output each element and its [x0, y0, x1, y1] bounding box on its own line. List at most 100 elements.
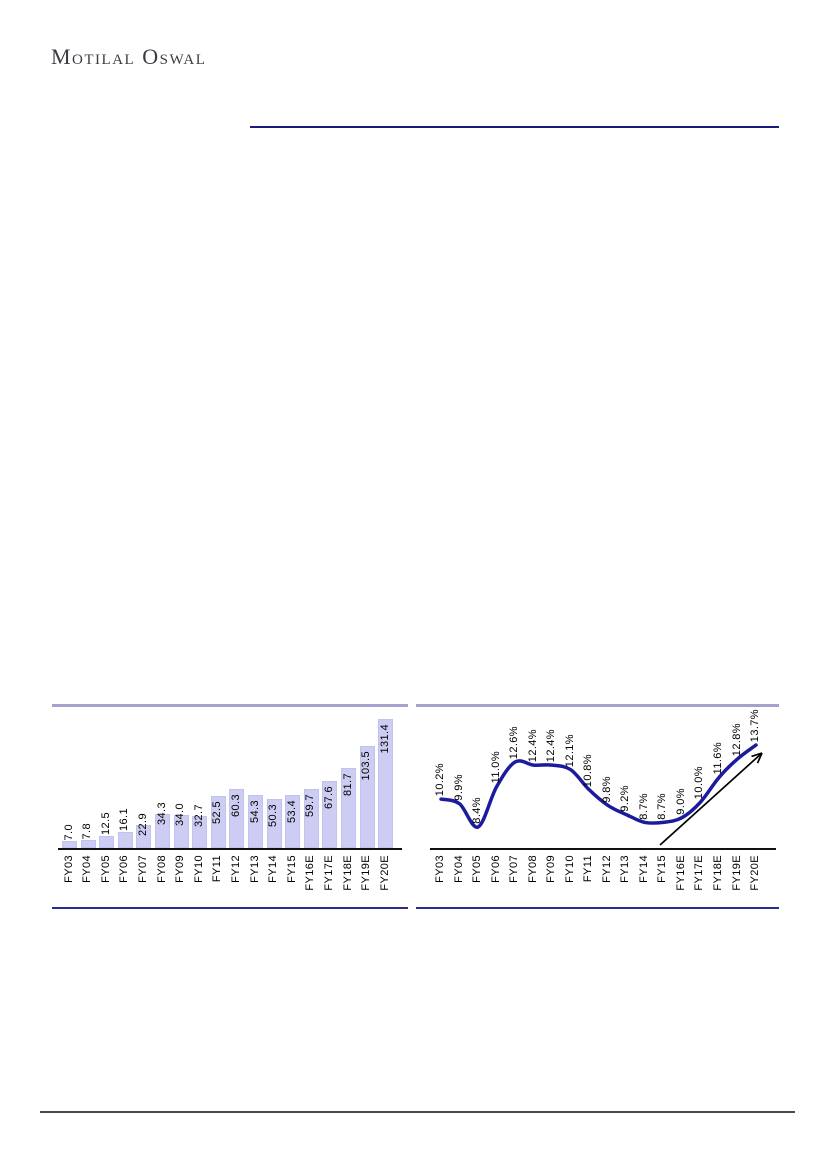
bar-x-tick-label: FY11	[211, 855, 224, 883]
bar-value-label: 7.8	[81, 822, 94, 840]
bar-value-label: 60.3	[229, 793, 242, 817]
bar-x-tick-label: FY19E	[360, 855, 373, 891]
footer-divider	[40, 1111, 795, 1113]
line-chart-plot	[439, 743, 763, 846]
line-value-label: 12.8%	[730, 722, 743, 756]
line-x-tick-label: FY19E	[730, 855, 743, 891]
bar-value-label: 53.4	[285, 800, 298, 824]
bar-chart-x-axis	[58, 848, 402, 850]
line-value-label: 8.7%	[637, 792, 650, 820]
bar-FY09	[173, 814, 189, 848]
bar-x-tick-label: FY10	[192, 855, 205, 883]
bar-FY14	[266, 798, 282, 848]
line-value-label: 11.0%	[489, 751, 502, 784]
line-x-tick-label: FY08	[526, 855, 539, 883]
bar-value-label: 34.0	[174, 802, 187, 826]
line-x-tick-label: FY10	[563, 855, 576, 883]
bar-value-label: 12.5	[99, 811, 112, 835]
bar-x-tick-label: FY14	[267, 855, 280, 883]
company-logo: Motilal Oswal	[51, 44, 207, 69]
bar-FY16E	[303, 789, 319, 848]
bar-x-tick-label: FY07	[136, 855, 149, 883]
line-value-label: 9.8%	[600, 775, 613, 803]
bar-x-tick-label: FY08	[155, 855, 168, 883]
bar-FY10	[192, 815, 208, 848]
bar-FY03	[62, 841, 77, 848]
bar-value-label: 81.7	[341, 772, 354, 796]
trend-line	[439, 743, 758, 829]
bar-x-tick-label: FY20E	[378, 855, 391, 891]
line-x-tick-label: FY05	[471, 855, 484, 883]
line-value-label: 10.0%	[693, 766, 706, 800]
line-x-tick-label: FY15	[656, 855, 669, 883]
bar-FY07	[136, 825, 152, 848]
line-x-tick-label: FY11	[582, 855, 595, 883]
line-value-label: 12.4%	[545, 728, 558, 763]
line-value-label: 11.6%	[712, 742, 724, 775]
line-x-tick-label: FY12	[600, 855, 613, 883]
bar-x-tick-label: FY13	[248, 855, 261, 883]
line-chart-x-axis	[430, 848, 776, 850]
header-divider	[250, 126, 779, 128]
bar-value-label: 50.3	[267, 803, 280, 827]
line-value-label: 9.2%	[619, 784, 632, 812]
bar-x-tick-label: FY04	[81, 855, 94, 883]
line-value-label: 12.1%	[563, 733, 576, 767]
line-x-tick-label: FY14	[637, 855, 650, 883]
trend-arrow-head	[751, 752, 763, 758]
bar-x-tick-label: FY18E	[341, 855, 354, 891]
bar-x-tick-label: FY17E	[322, 855, 335, 891]
bar-FY12	[229, 788, 245, 848]
bar-FY20E	[378, 718, 394, 848]
bar-FY05	[99, 835, 115, 848]
bar-value-label: 67.6	[322, 786, 335, 810]
bar-x-tick-label: FY03	[62, 855, 75, 883]
line-value-label: 10.2%	[434, 762, 446, 797]
bar-value-label: 22.9	[136, 813, 149, 837]
line-value-label: 8.4%	[471, 797, 484, 824]
line-value-label: 12.4%	[526, 728, 539, 763]
line-value-label: 8.7%	[656, 792, 669, 820]
line-value-label: 10.8%	[582, 753, 595, 787]
bar-FY18E	[341, 767, 356, 848]
line-x-tick-label: FY03	[434, 855, 446, 883]
bar-x-tick-label: FY06	[118, 855, 131, 883]
line-value-label: 9.0%	[674, 788, 687, 815]
line-x-tick-label: FY13	[619, 855, 632, 883]
line-x-tick-label: FY06	[489, 855, 502, 883]
bar-chart: 7.0 FY03 7.8 FY04 12.5 FY05 16.1 FY06 22.9 FY07 34…	[52, 704, 408, 909]
line-x-tick-label: FY09	[545, 855, 558, 883]
line-value-label: 13.7%	[749, 708, 761, 742]
bar-value-label: 131.4	[378, 723, 391, 754]
bar-FY11	[210, 796, 226, 848]
bar-value-label: 7.0	[62, 823, 75, 841]
line-x-tick-label: FY20E	[749, 855, 761, 891]
bar-value-label: 52.5	[211, 801, 224, 825]
bar-value-label: 34.3	[155, 802, 168, 826]
line-value-label: 9.9%	[452, 774, 465, 801]
bar-value-label: 54.3	[248, 799, 261, 823]
bar-x-tick-label: FY12	[229, 855, 242, 883]
line-x-tick-label: FY04	[452, 855, 465, 883]
bar-FY04	[80, 840, 96, 848]
bar-FY13	[248, 794, 263, 848]
bar-FY15	[285, 795, 301, 848]
line-x-tick-label: FY07	[508, 855, 521, 883]
trend-arrow-head	[756, 752, 763, 764]
bar-value-label: 16.1	[118, 808, 131, 832]
bar-x-tick-label: FY16E	[304, 855, 317, 891]
bar-x-tick-label: FY05	[99, 855, 112, 883]
bar-FY17E	[322, 781, 338, 848]
bar-value-label: 103.5	[360, 751, 373, 781]
bar-FY08	[155, 814, 170, 848]
line-value-label: 12.6%	[508, 725, 521, 759]
trend-arrow-shaft	[659, 752, 763, 846]
bar-x-tick-label: FY15	[285, 855, 298, 883]
line-chart: 10.2% FY03 9.9% FY04 8.4% FY05 11.0% FY06 12.6% F…	[416, 704, 779, 909]
line-x-tick-label: FY17E	[693, 855, 706, 891]
bar-FY06	[117, 832, 133, 848]
bar-value-label: 32.7	[192, 803, 205, 827]
bar-x-tick-label: FY09	[174, 855, 187, 883]
line-x-tick-label: FY18E	[712, 855, 724, 891]
